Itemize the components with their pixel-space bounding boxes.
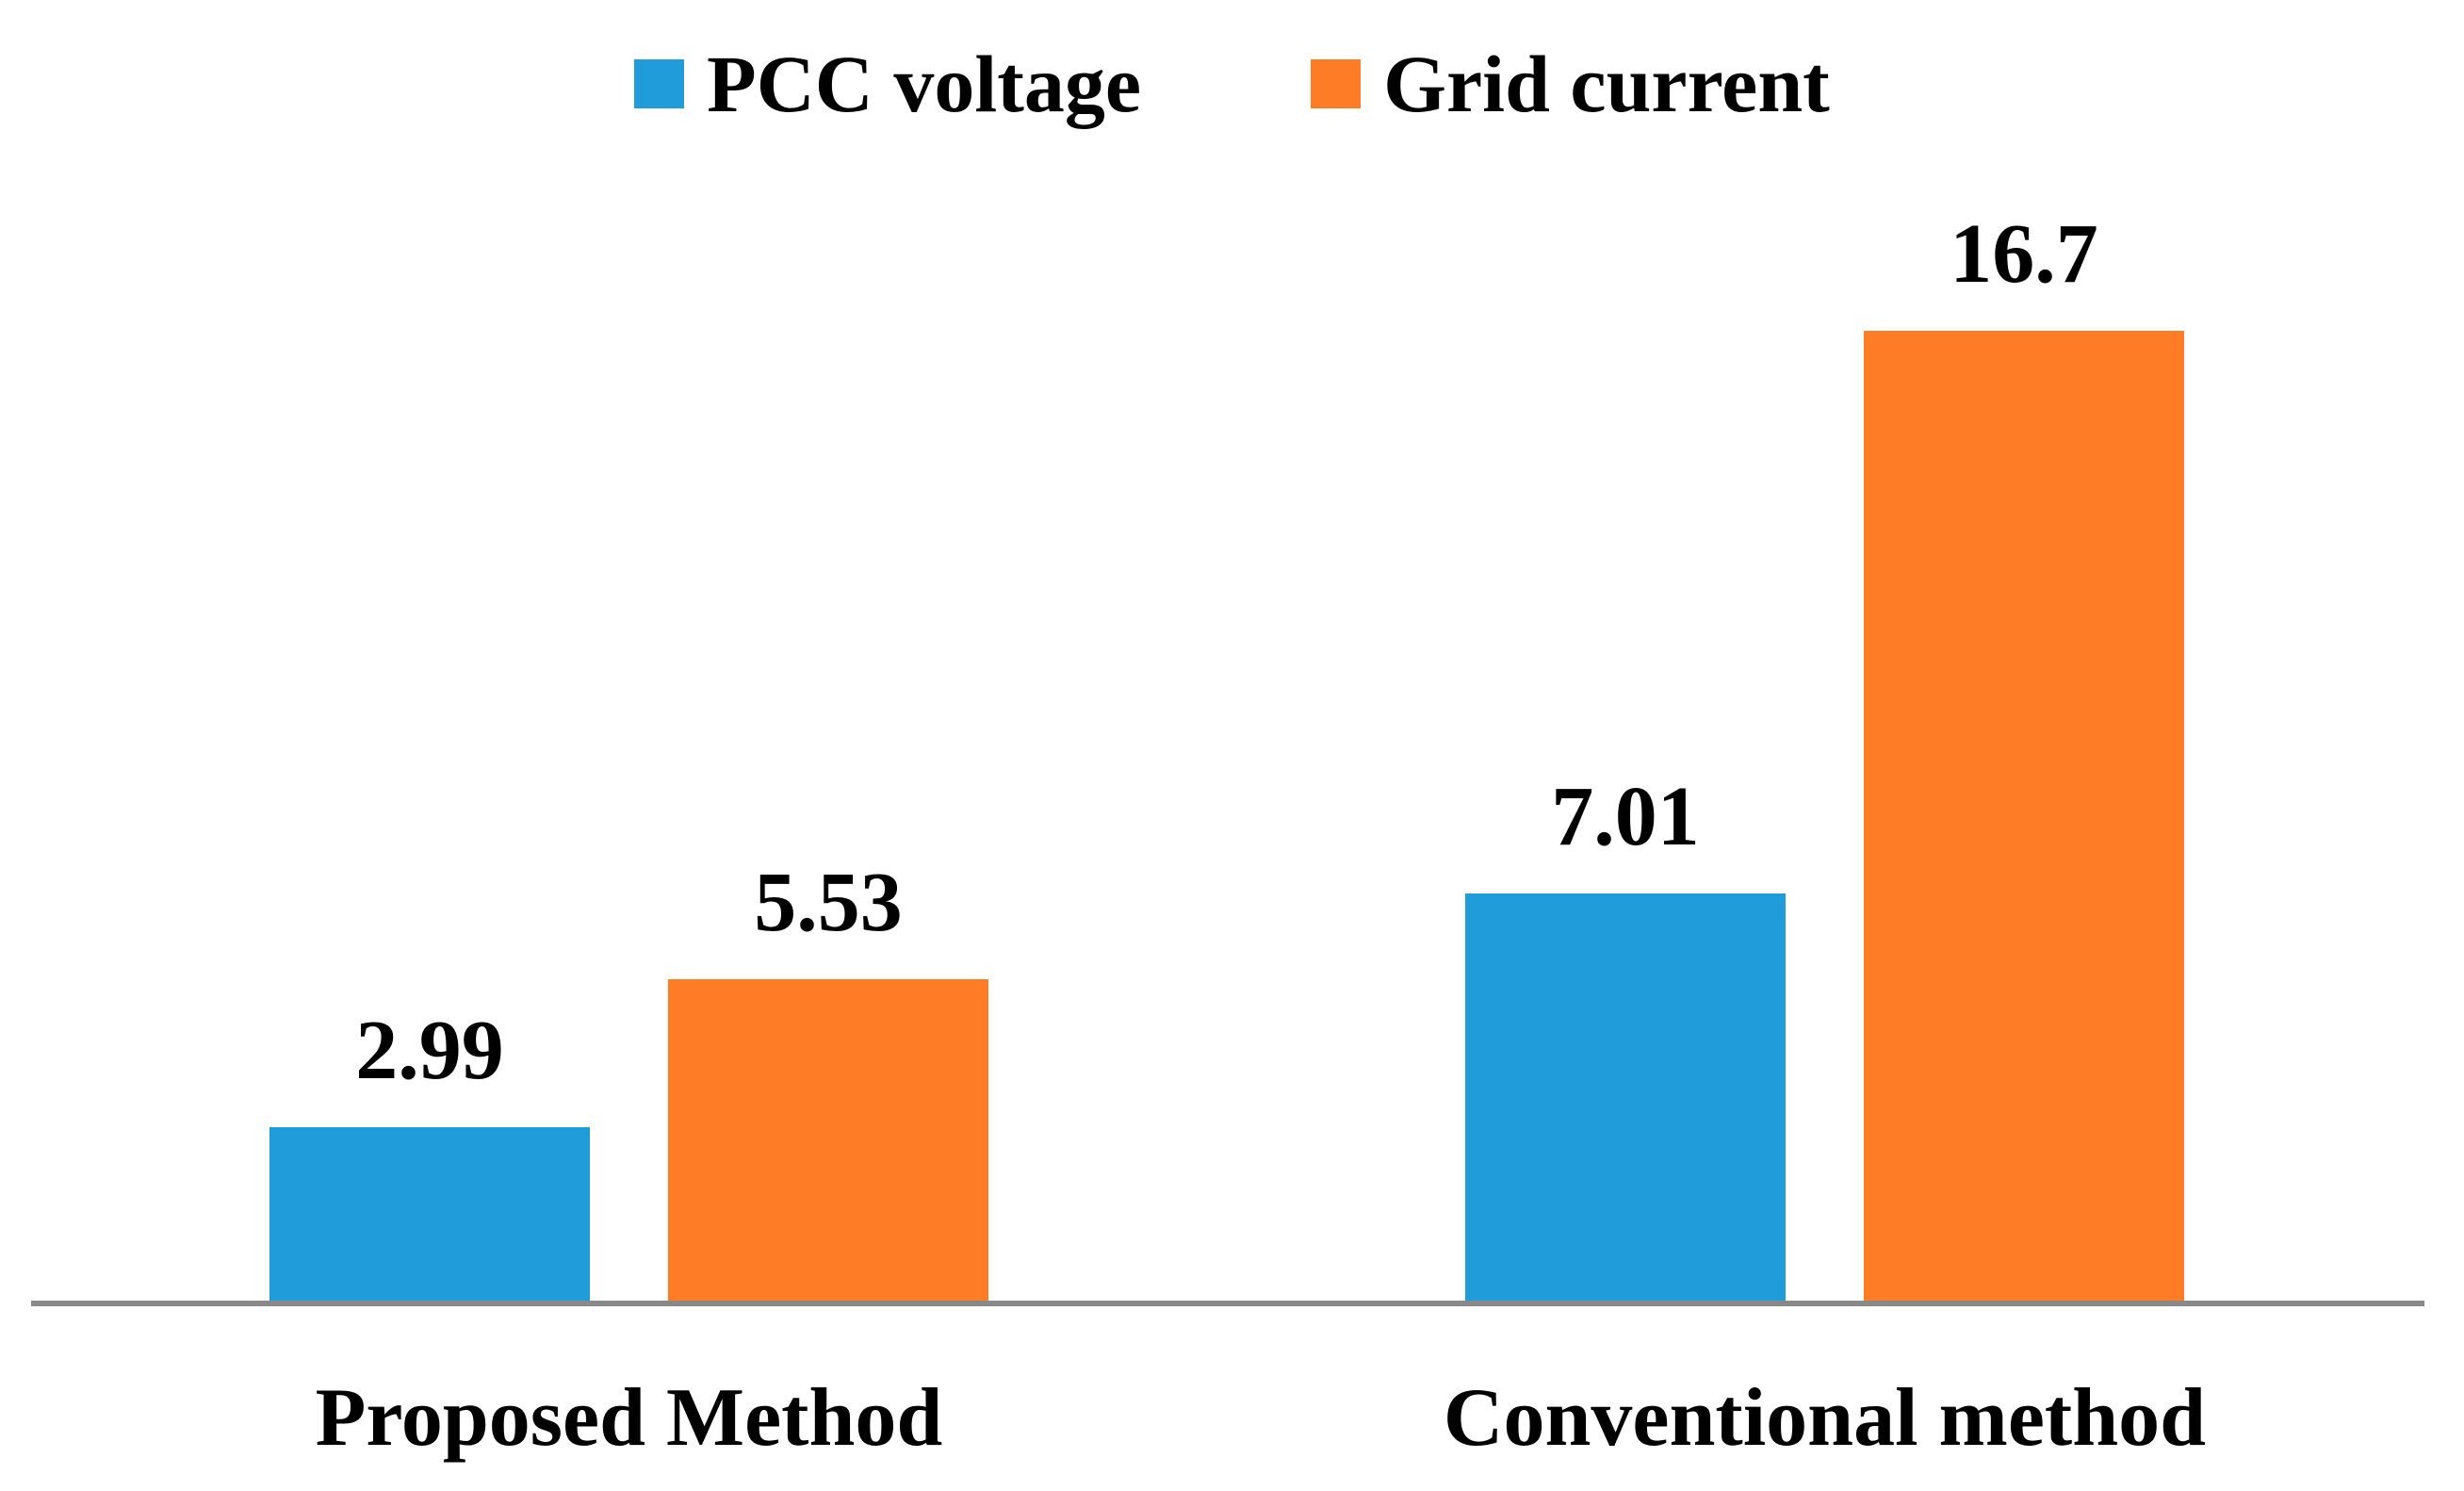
legend-swatch-icon bbox=[634, 59, 685, 108]
bar-pcc-voltage-proposed-method bbox=[269, 1126, 590, 1301]
bar-grid-current-proposed-method bbox=[668, 979, 988, 1301]
chart-legend: PCC voltage Grid current bbox=[0, 43, 2464, 124]
bar-value-label-grid-current-conventional-method: 16.7 bbox=[1950, 207, 2098, 302]
bar-pcc-voltage-conventional-method bbox=[1465, 893, 1786, 1301]
x-axis-line bbox=[31, 1301, 2424, 1306]
bar-grid-current-conventional-method bbox=[1864, 331, 2184, 1301]
category-label-proposed-method: Proposed Method bbox=[315, 1372, 943, 1464]
category-label-conventional-method: Conventional method bbox=[1443, 1372, 2207, 1464]
legend-label: PCC voltage bbox=[707, 39, 1142, 129]
legend-item-pcc-voltage: PCC voltage bbox=[634, 43, 1141, 124]
legend-label: Grid current bbox=[1383, 39, 1830, 129]
legend-item-grid-current: Grid current bbox=[1311, 43, 1830, 124]
legend-swatch-icon bbox=[1311, 59, 1362, 108]
bar-value-label-grid-current-proposed-method: 5.53 bbox=[754, 856, 903, 950]
bar-value-label-pcc-voltage-proposed-method: 2.99 bbox=[355, 1003, 504, 1097]
bar-value-label-pcc-voltage-conventional-method: 7.01 bbox=[1551, 770, 1700, 864]
